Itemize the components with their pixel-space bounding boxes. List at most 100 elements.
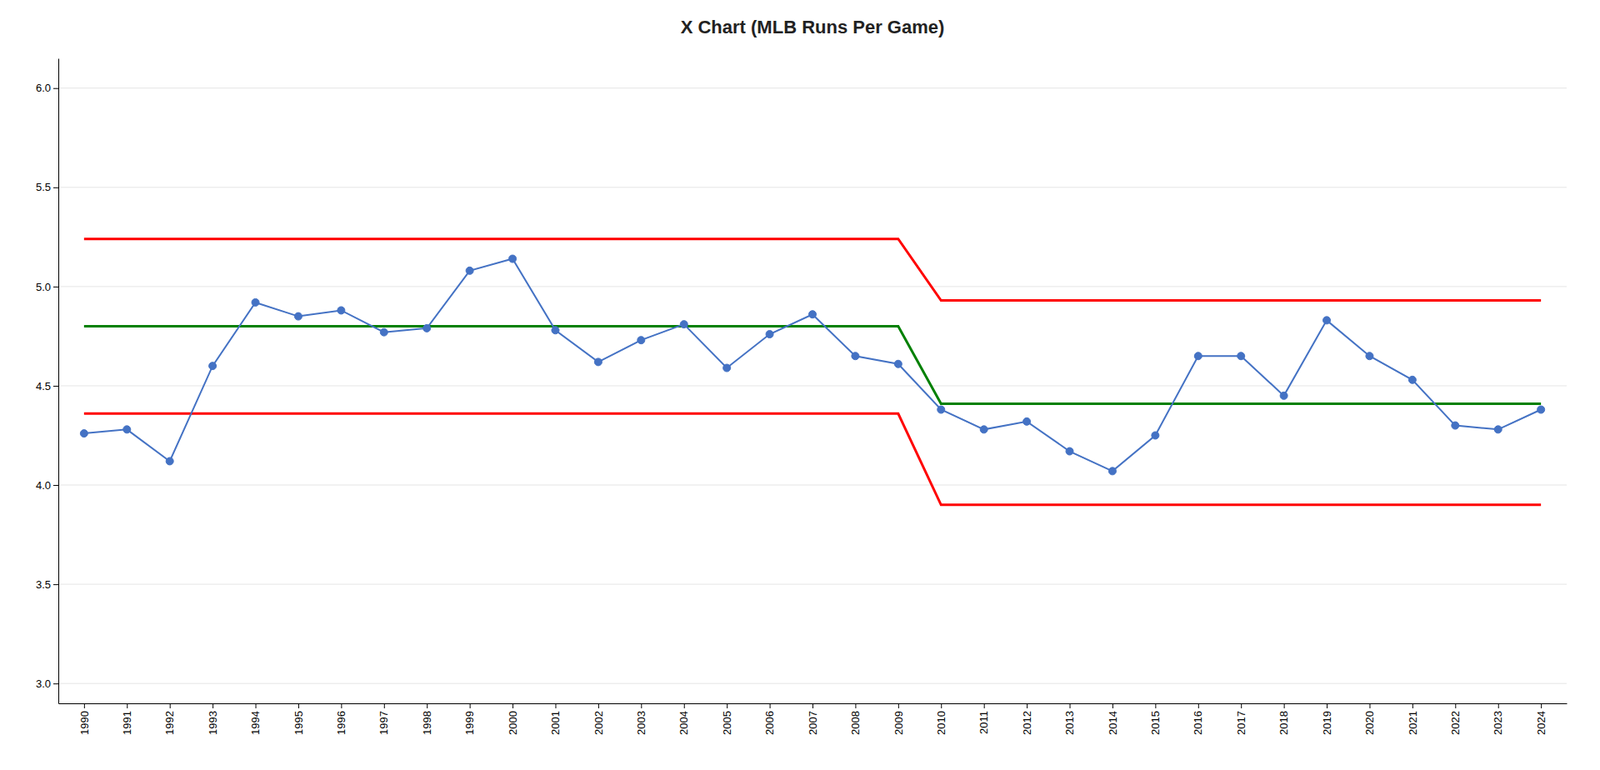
data-point xyxy=(509,255,517,263)
data-point xyxy=(209,362,217,370)
data-point xyxy=(1023,417,1031,425)
x-tick-label: 2002 xyxy=(592,710,605,735)
x-tick: 2021 xyxy=(1406,703,1420,735)
y-tick: 3.0 xyxy=(35,677,59,690)
series xyxy=(84,326,1541,405)
x-tick-mark xyxy=(470,703,471,709)
x-tick: 2007 xyxy=(806,703,820,735)
x-tick-mark xyxy=(1540,703,1542,709)
x-tick: 2004 xyxy=(677,703,690,735)
data-point xyxy=(637,336,645,345)
x-tick-mark xyxy=(512,703,514,709)
x-tick-label: 2013 xyxy=(1063,710,1076,735)
x-tick-label: 1999 xyxy=(463,710,476,735)
x-tick-mark xyxy=(1112,703,1114,709)
x-tick-label: 1990 xyxy=(78,710,91,735)
x-tick-mark xyxy=(984,703,985,709)
x-tick: 2024 xyxy=(1535,703,1548,735)
x-tick-label: 2024 xyxy=(1535,710,1548,735)
data-point xyxy=(1365,352,1374,360)
x-tick: 2010 xyxy=(935,703,948,735)
data-point xyxy=(1280,391,1288,400)
x-tick: 2016 xyxy=(1191,703,1205,735)
y-tick: 4.0 xyxy=(35,479,59,492)
x-tick: 1990 xyxy=(78,703,91,735)
x-tick: 1991 xyxy=(120,703,134,735)
x-tick: 2023 xyxy=(1491,703,1505,735)
data-point xyxy=(980,425,988,434)
data-point xyxy=(1108,467,1116,475)
data-point xyxy=(1408,375,1416,384)
x-tick: 2017 xyxy=(1235,703,1248,735)
y-tick-mark xyxy=(53,683,59,685)
data-point xyxy=(894,360,902,368)
x-axis: 1990199119921993199419951996199719981999… xyxy=(59,703,1568,735)
x-tick-label: 1992 xyxy=(163,710,176,735)
data-point xyxy=(337,306,345,315)
x-tick-label: 2020 xyxy=(1363,710,1376,735)
x-tick: 1999 xyxy=(463,703,476,735)
data-line xyxy=(84,259,1541,472)
y-tick: 6.0 xyxy=(35,81,59,95)
control-line xyxy=(84,239,1541,301)
data-point xyxy=(723,364,731,372)
x-tick-mark xyxy=(684,703,685,709)
x-tick-mark xyxy=(1198,703,1200,709)
x-tick-label: 2014 xyxy=(1106,710,1120,735)
x-tick-label: 2009 xyxy=(892,710,905,735)
x-tick-mark xyxy=(84,703,85,709)
x-tick-mark xyxy=(170,703,171,709)
data-point xyxy=(294,312,302,320)
x-tick-label: 2003 xyxy=(635,710,648,735)
x-tick-label: 2016 xyxy=(1191,710,1205,735)
x-tick-label: 2010 xyxy=(935,710,948,735)
x-tick: 2002 xyxy=(592,703,605,735)
x-tick-mark xyxy=(1326,703,1328,709)
series xyxy=(80,255,1545,475)
y-tick-label: 6.0 xyxy=(35,81,51,95)
x-tick-label: 2022 xyxy=(1449,710,1462,735)
x-tick: 2013 xyxy=(1063,703,1076,735)
data-point xyxy=(594,358,602,366)
x-tick-label: 2011 xyxy=(977,710,990,735)
x-tick-label: 2017 xyxy=(1235,710,1248,735)
x-tick-label: 1997 xyxy=(377,710,390,735)
x-tick: 2009 xyxy=(892,703,905,735)
grid-line xyxy=(58,285,1567,287)
y-tick-label: 4.5 xyxy=(35,380,51,393)
data-point xyxy=(765,330,774,339)
data-point xyxy=(465,266,474,275)
data-point xyxy=(1065,447,1074,455)
x-tick-mark xyxy=(1369,703,1370,709)
x-tick-label: 2001 xyxy=(549,710,562,735)
x-tick-label: 1996 xyxy=(335,710,348,735)
x-tick-label: 2000 xyxy=(506,710,520,735)
x-tick-mark xyxy=(126,703,128,709)
x-tick: 1992 xyxy=(163,703,176,735)
title: X Chart (MLB Runs Per Game) xyxy=(680,16,945,38)
x-tick: 2015 xyxy=(1149,703,1162,735)
y-tick: 3.5 xyxy=(35,578,59,591)
x-tick: 2006 xyxy=(763,703,776,735)
data-point xyxy=(809,310,817,319)
x-tick: 2005 xyxy=(720,703,734,735)
series xyxy=(84,413,1541,505)
x-tick-mark xyxy=(770,703,771,709)
x-tick: 1995 xyxy=(292,703,305,735)
y-tick-mark xyxy=(53,187,59,189)
x-tick-mark xyxy=(1498,703,1500,709)
data-point xyxy=(1323,316,1331,325)
x-tick-label: 2008 xyxy=(849,710,862,735)
y-tick-mark xyxy=(53,286,59,288)
y-tick-label: 3.0 xyxy=(35,677,51,690)
grid-line xyxy=(58,385,1567,386)
x-tick-label: 2012 xyxy=(1020,710,1034,735)
grid-line xyxy=(58,485,1567,486)
x-tick: 2001 xyxy=(549,703,562,735)
x-tick-mark xyxy=(298,703,300,709)
x-tick-label: 2018 xyxy=(1277,710,1290,735)
x-tick: 2000 xyxy=(506,703,520,735)
y-tick-mark xyxy=(53,88,59,90)
control-line xyxy=(84,326,1541,405)
x-tick-label: 1994 xyxy=(249,710,262,735)
